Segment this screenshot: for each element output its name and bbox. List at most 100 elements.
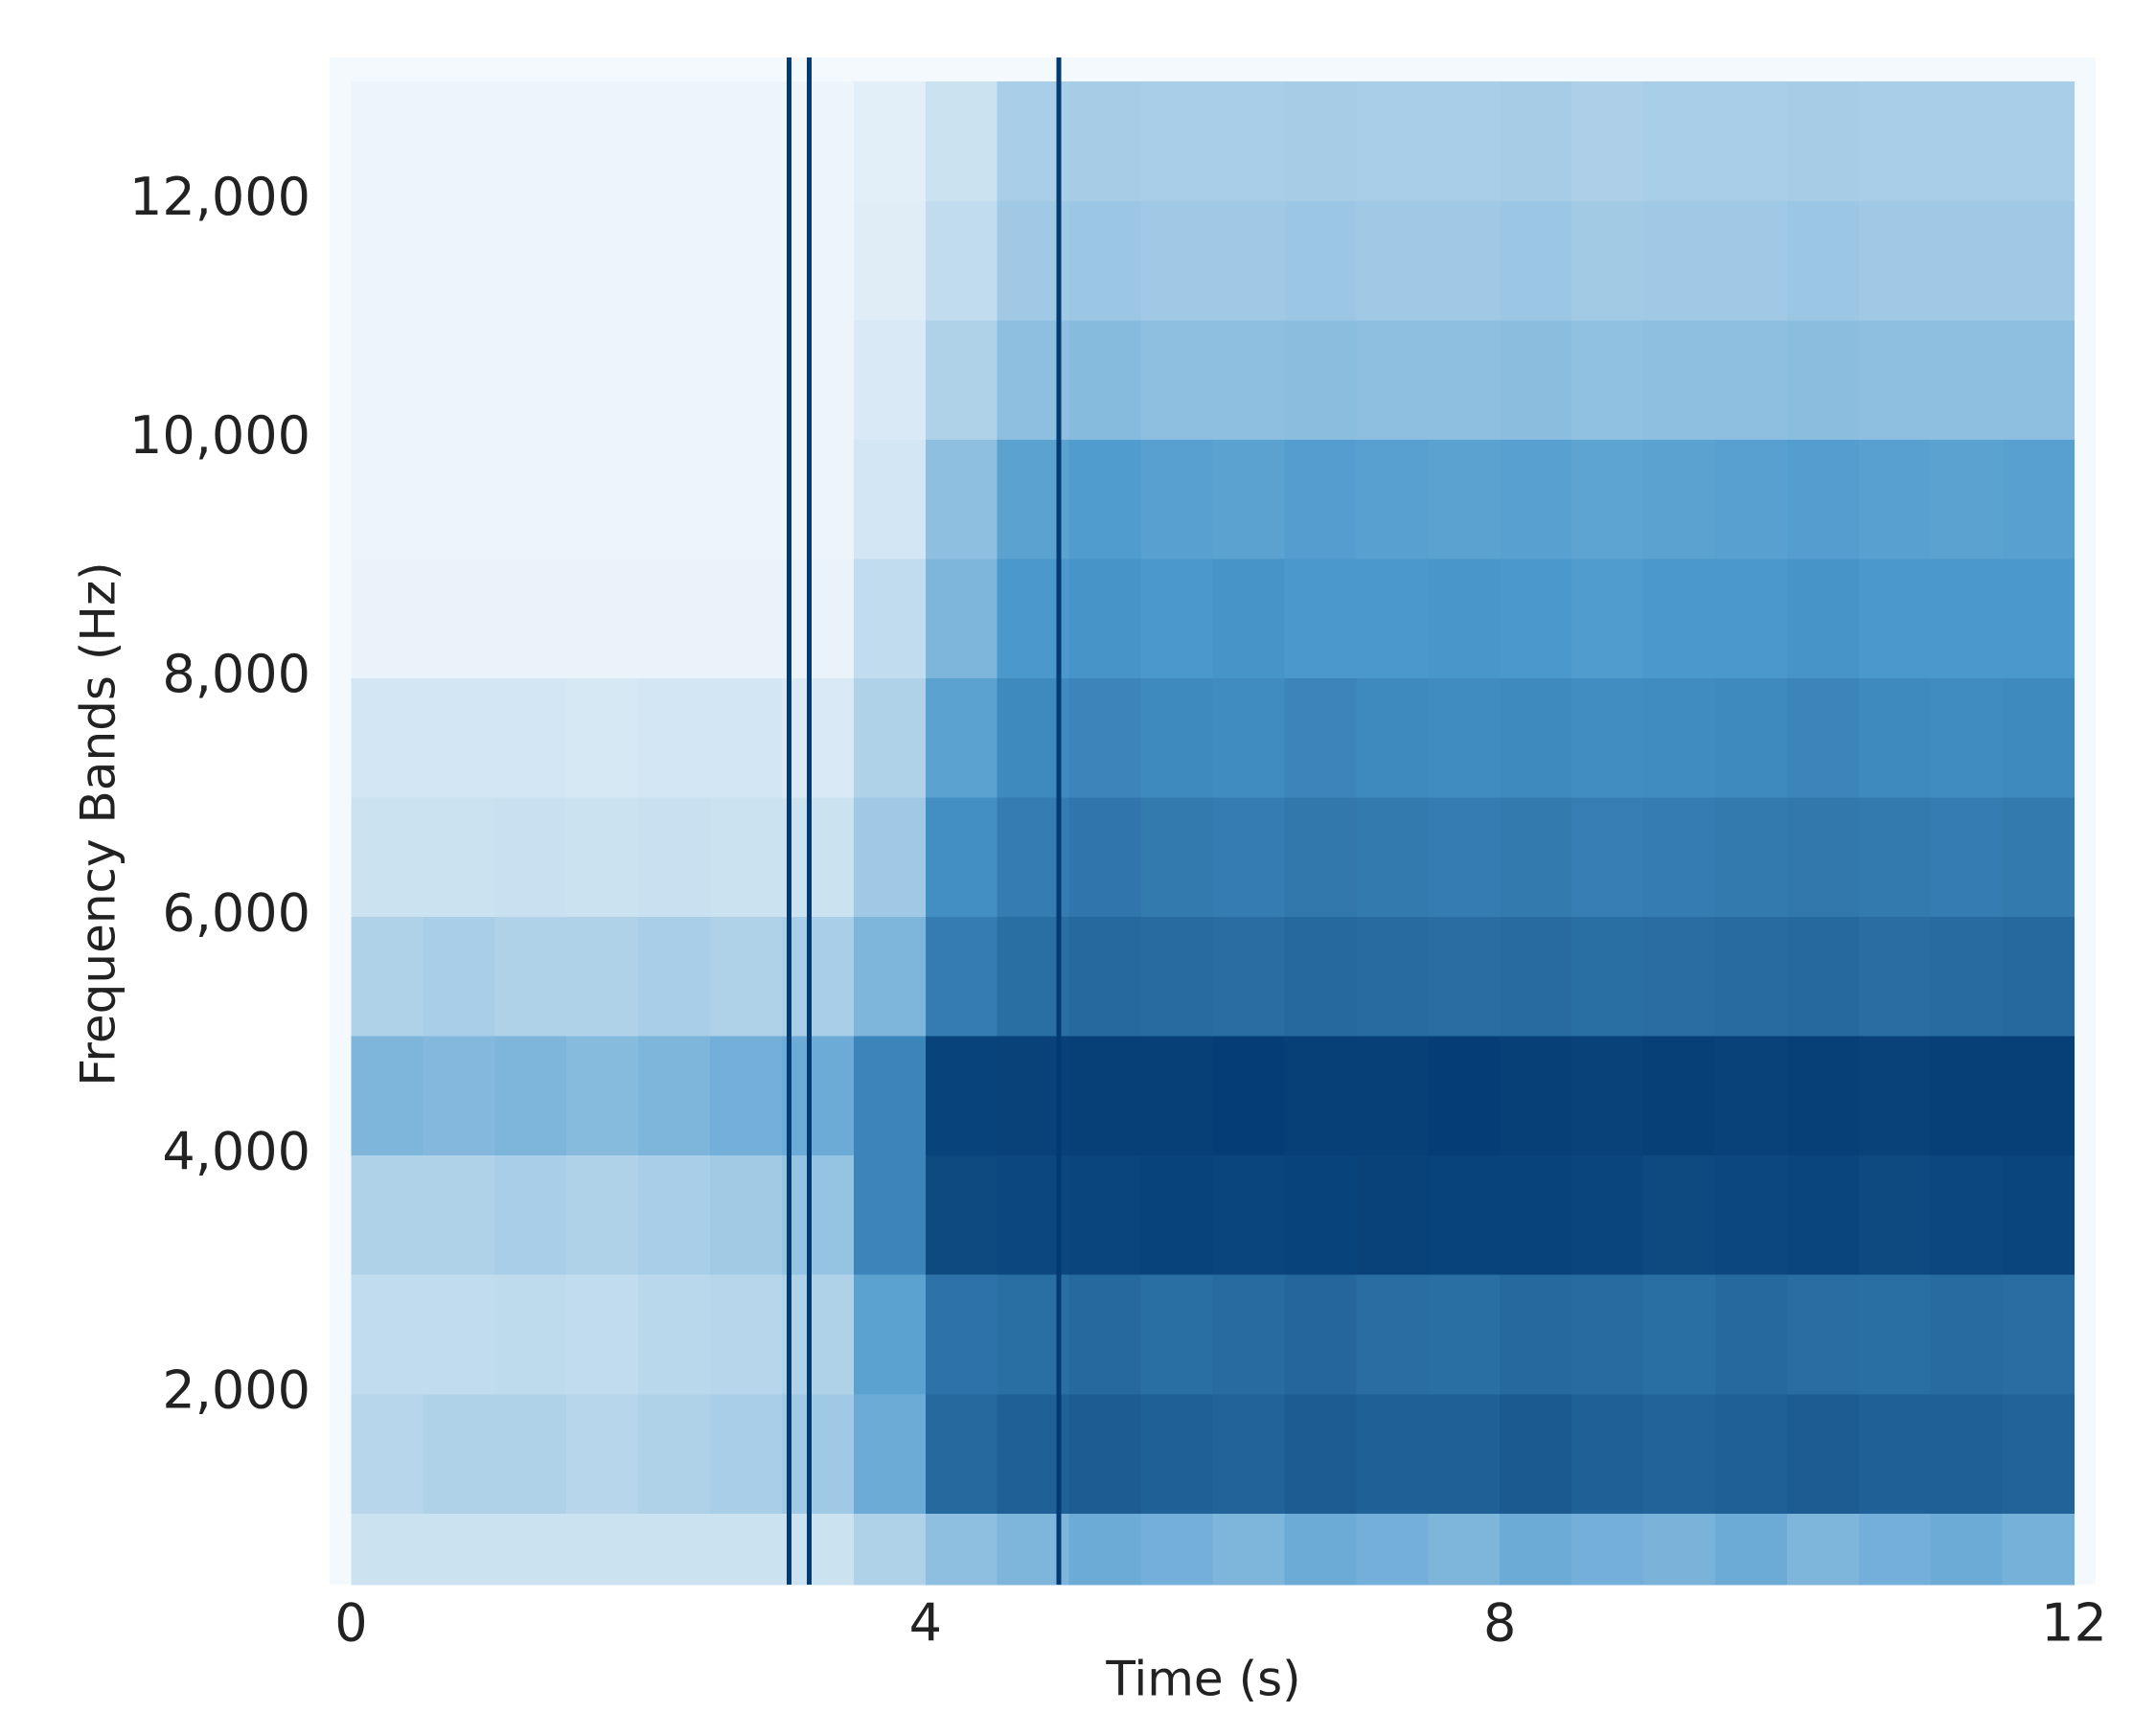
heatmap-cell: [2002, 677, 2076, 798]
x-tick-label: 0: [334, 1593, 367, 1654]
heatmap-cell: [1500, 797, 1572, 918]
heatmap-cell: [494, 80, 567, 201]
heatmap-cell: [1356, 1513, 1429, 1586]
heatmap-cell: [423, 1513, 495, 1586]
heatmap-cell: [1140, 1154, 1213, 1275]
heatmap-cell: [1284, 916, 1357, 1037]
heatmap-cell: [710, 80, 783, 201]
heatmap-cell: [638, 797, 711, 918]
heatmap-cell: [638, 319, 711, 440]
heatmap-cell: [781, 1274, 855, 1395]
heatmap-cell: [494, 677, 567, 798]
heatmap-cell: [1140, 439, 1213, 560]
heatmap-cell: [1786, 1393, 1860, 1514]
heatmap-cell: [710, 559, 783, 679]
heatmap: [330, 57, 2096, 1586]
heatmap-cell: [1858, 200, 1932, 321]
heatmap-cell: [1858, 439, 1932, 560]
heatmap-cell: [566, 677, 639, 798]
heatmap-cell: [1500, 319, 1572, 440]
heatmap-cell: [853, 797, 927, 918]
heatmap-cell: [1428, 1154, 1501, 1275]
heatmap-cell: [1714, 439, 1788, 560]
heatmap-cell: [566, 1274, 639, 1395]
heatmap-cell: [1858, 1513, 1932, 1586]
heatmap-cell: [710, 797, 783, 918]
heatmap-cell: [1858, 677, 1932, 798]
heatmap-cell: [1643, 1393, 1716, 1514]
heatmap-cell: [638, 439, 711, 560]
heatmap-cell: [1858, 1393, 1932, 1514]
heatmap-cell: [925, 1513, 998, 1586]
heatmap-cell: [1930, 439, 2004, 560]
heatmap-cell: [853, 200, 927, 321]
heatmap-cell: [853, 677, 927, 798]
heatmap-cell: [1356, 916, 1429, 1037]
heatmap-cell: [566, 1513, 639, 1586]
heatmap-cell: [1858, 1274, 1932, 1395]
heatmap-cell: [1068, 439, 1142, 560]
heatmap-cell: [1786, 319, 1860, 440]
heatmap-cell: [1284, 1513, 1357, 1586]
heatmap-cell: [2002, 797, 2076, 918]
heatmap-cell: [1930, 1393, 2004, 1514]
heatmap-cell: [710, 1154, 783, 1275]
heatmap-cell: [1500, 1274, 1572, 1395]
heatmap-cell: [1786, 1274, 1860, 1395]
heatmap-cell: [423, 1154, 495, 1275]
heatmap-cell: [423, 1274, 495, 1395]
heatmap-cell: [1428, 559, 1501, 679]
heatmap-cell: [423, 200, 495, 321]
heatmap-cell: [1858, 1154, 1932, 1275]
heatmap-cell: [1212, 559, 1285, 679]
heatmap-cell: [781, 1154, 855, 1275]
heatmap-cell: [1643, 677, 1716, 798]
heatmap-cell: [1140, 1393, 1213, 1514]
heatmap-cell: [566, 916, 639, 1037]
heatmap-cell: [1930, 1154, 2004, 1275]
heatmap-cell: [1643, 439, 1716, 560]
heatmap-cell: [1858, 80, 1932, 201]
heatmap-cell: [351, 797, 424, 918]
heatmap-cell: [351, 1513, 424, 1586]
heatmap-cell: [1068, 1513, 1142, 1586]
heatmap-cell: [2002, 80, 2076, 201]
heatmap-cell: [781, 319, 855, 440]
heatmap-cell: [925, 1154, 998, 1275]
heatmap-cell: [1930, 80, 2004, 201]
heatmap-cell: [1714, 797, 1788, 918]
heatmap-cell: [1930, 1036, 2004, 1156]
heatmap-cell: [1212, 200, 1285, 321]
heatmap-cell: [1284, 1274, 1357, 1395]
heatmap-cell: [423, 1036, 495, 1156]
heatmap-cell: [494, 319, 567, 440]
heatmap-cell: [566, 439, 639, 560]
heatmap-cell: [2002, 1393, 2076, 1514]
heatmap-cell: [1571, 1274, 1644, 1395]
heatmap-cell: [1068, 1393, 1142, 1514]
heatmap-cell: [566, 319, 639, 440]
heatmap-cell: [853, 80, 927, 201]
heatmap-cell: [2002, 1154, 2076, 1275]
heatmap-cell: [781, 439, 855, 560]
heatmap-cell: [351, 439, 424, 560]
heatmap-cell: [925, 200, 998, 321]
heatmap-cell: [1284, 1393, 1357, 1514]
heatmap-cell: [1500, 916, 1572, 1037]
heatmap-cell: [351, 319, 424, 440]
heatmap-cell: [781, 200, 855, 321]
heatmap-cell: [781, 559, 855, 679]
heatmap-cell: [1212, 916, 1285, 1037]
heatmap-cell: [1786, 1154, 1860, 1275]
heatmap-cell: [2002, 916, 2076, 1037]
heatmap-cell: [781, 677, 855, 798]
y-tick-label: 2,000: [162, 1359, 310, 1420]
heatmap-cell: [351, 1274, 424, 1395]
heatmap-cell: [1356, 797, 1429, 918]
heatmap-cell: [351, 916, 424, 1037]
heatmap-cell: [1356, 1274, 1429, 1395]
heatmap-cell: [2002, 1513, 2076, 1586]
heatmap-cell: [423, 559, 495, 679]
heatmap-cell: [1500, 1036, 1572, 1156]
